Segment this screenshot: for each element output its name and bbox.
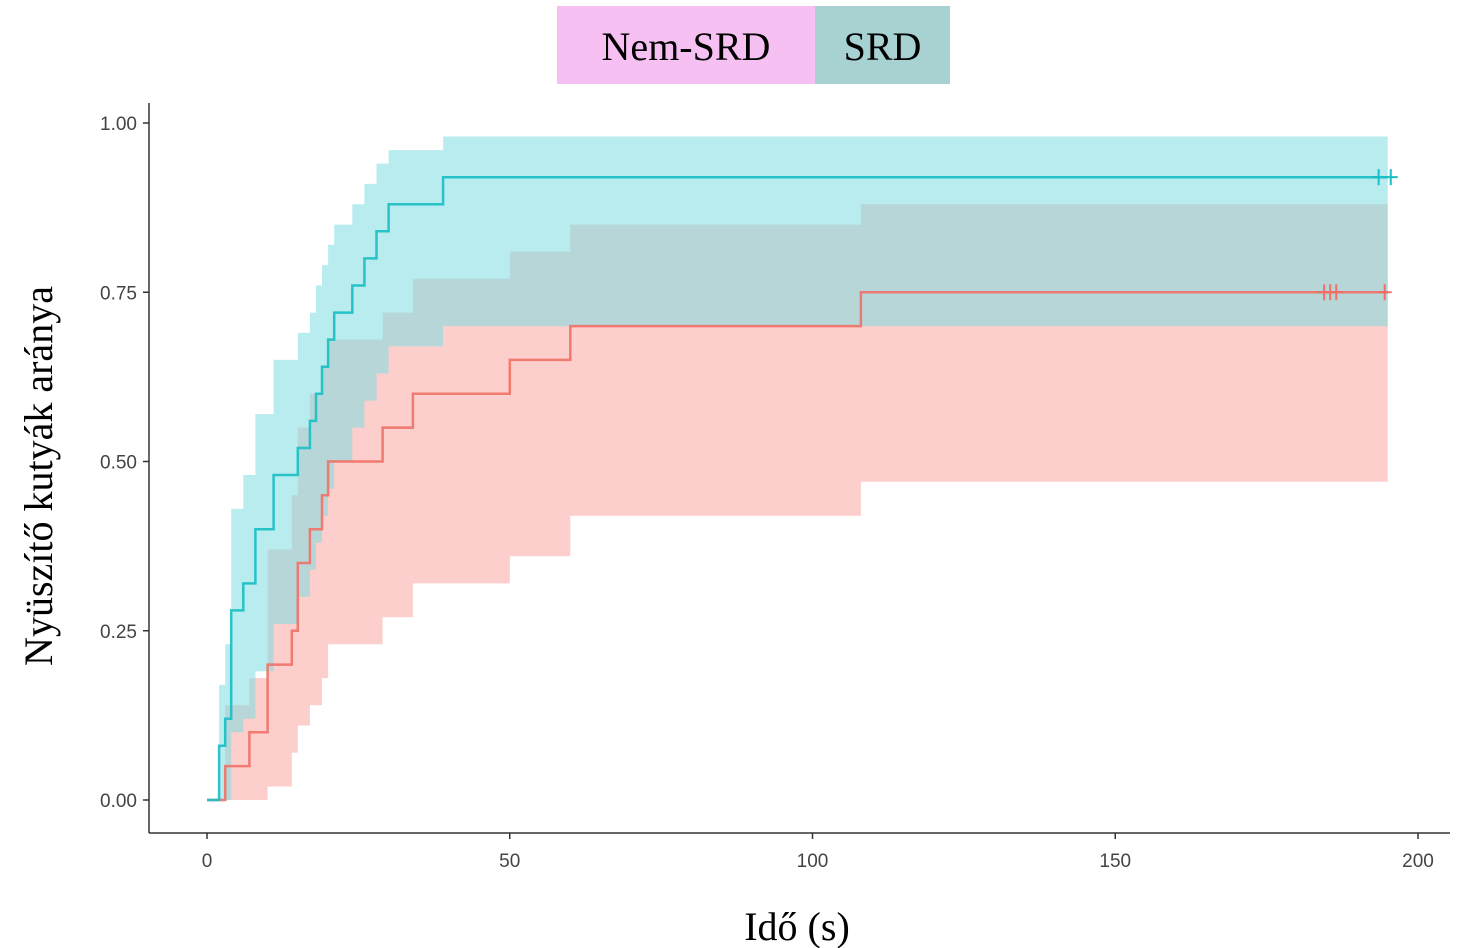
censor-mark	[1329, 284, 1344, 301]
y-ticks: 0.00 0.25 0.50 0.75 1.00	[100, 114, 149, 812]
legend-label: SRD	[844, 24, 922, 69]
legend-label: Nem-SRD	[602, 24, 771, 69]
y-axis-title: Nyüszítő kutyák aránya	[16, 286, 61, 666]
y-tick-label: 0.75	[100, 283, 137, 304]
x-axis-title: Idő (s)	[744, 904, 850, 948]
censor-marks	[1317, 169, 1398, 301]
x-tick-label: 200	[1402, 851, 1434, 872]
censor-mark	[1371, 169, 1386, 186]
y-tick-label: 0.00	[100, 791, 137, 812]
x-tick-label: 50	[499, 851, 520, 872]
censor-mark	[1377, 284, 1392, 301]
legend: Nem-SRD SRD	[557, 6, 950, 84]
legend-item-0: Nem-SRD	[557, 6, 815, 84]
censor-mark	[1383, 169, 1398, 186]
x-tick-label: 100	[797, 851, 829, 872]
confidence-band-0	[207, 204, 1388, 800]
y-tick-label: 1.00	[100, 114, 137, 135]
survival-line-0	[207, 291, 1388, 802]
y-tick-label: 0.25	[100, 622, 137, 643]
confidence-bands	[207, 136, 1388, 800]
legend-swatch	[557, 6, 815, 84]
legend-swatch	[815, 6, 950, 84]
survival-curves	[207, 175, 1388, 802]
y-tick-label: 0.50	[100, 453, 137, 474]
x-ticks: 0 50 100 150 200	[202, 833, 1434, 872]
x-tick-label: 0	[202, 851, 213, 872]
x-tick-label: 150	[1099, 851, 1131, 872]
axes	[148, 103, 1450, 834]
survival-line-1	[207, 175, 1388, 802]
legend-item-1: SRD	[815, 6, 950, 84]
confidence-band-1	[207, 136, 1388, 800]
